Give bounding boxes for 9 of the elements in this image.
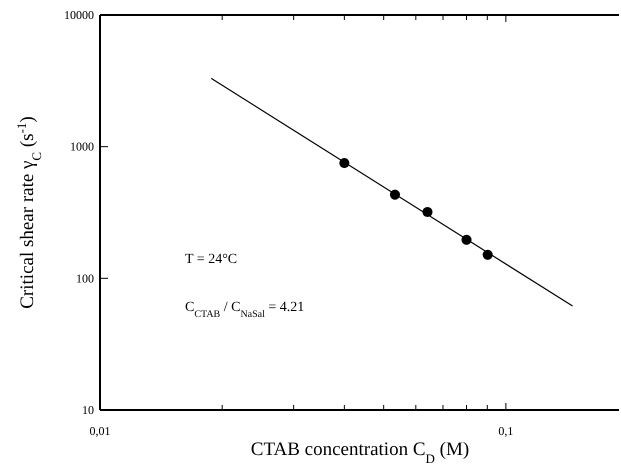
annotation: C$_{CTAB}$ / C$_{NaSal}$ = 4.21 (185, 300, 304, 320)
y-tick-label: 1000 (70, 140, 94, 154)
x-tick-label: 0,1 (498, 424, 514, 438)
y-tick-label: 10 (82, 403, 94, 417)
x-tick-label: 0,01 (90, 424, 110, 438)
y-tick-label: 100 (76, 271, 94, 286)
y-tick-label: 10000 (64, 8, 94, 22)
x-axis-title: CTAB concentration C$_{D}$ (M) (250, 439, 470, 466)
annotation: T = 24°C (185, 252, 238, 267)
